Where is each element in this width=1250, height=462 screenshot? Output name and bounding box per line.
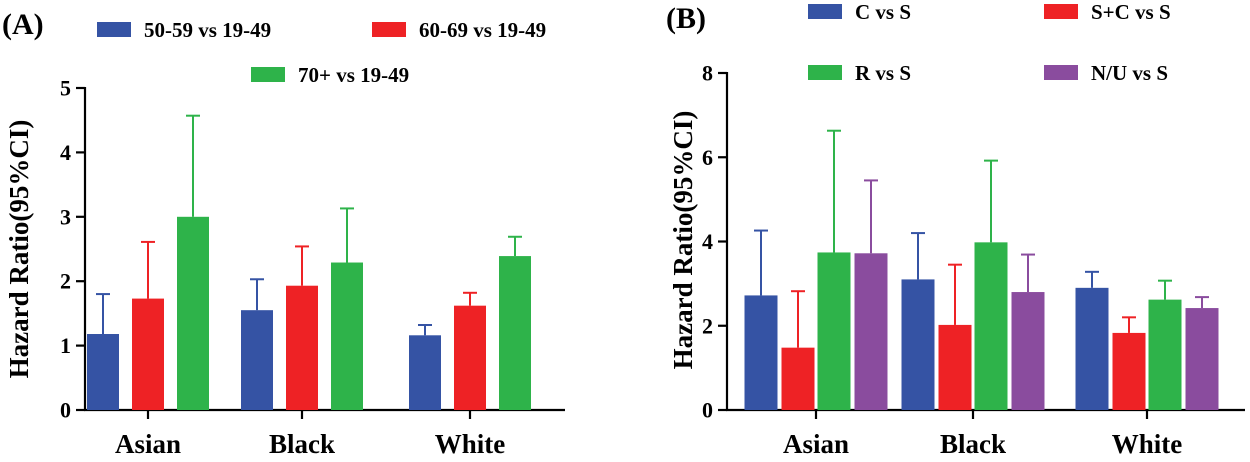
legend-label-b-4: N/U vs S: [1091, 61, 1168, 85]
legend-label-a-3: 70+ vs 19-49: [298, 63, 409, 87]
y-axis-label-a: Hazard Ratio(95%CI): [4, 120, 34, 379]
y-tick-label-a-2: 2: [60, 269, 71, 294]
y-tick-label-b-2: 2: [702, 313, 713, 338]
legend-swatch-a-3: [251, 67, 285, 82]
bar-b-s2-white: [1112, 332, 1146, 410]
y-tick-label-b-6: 6: [702, 145, 713, 170]
x-category-label-a-asian: Asian: [115, 429, 181, 459]
y-tick-label-a-4: 4: [60, 140, 71, 165]
bar-b-s2-asian: [781, 347, 815, 410]
bar-a-s1-white: [409, 335, 441, 410]
bar-a-s1-asian: [87, 334, 119, 410]
bar-a-s3-black: [331, 262, 363, 410]
bar-b-s3-white: [1148, 299, 1182, 410]
bar-b-s4-white: [1185, 308, 1219, 410]
bar-b-s3-asian: [817, 252, 851, 410]
y-axis-label-b: Hazard Ratio(95%CI): [668, 111, 698, 370]
bar-b-s4-asian: [854, 253, 888, 410]
bar-a-s2-asian: [132, 298, 164, 410]
x-category-label-b-asian: Asian: [783, 429, 849, 459]
bar-b-s1-black: [901, 279, 935, 410]
bar-a-s2-white: [454, 305, 486, 410]
legend-swatch-b-1: [808, 4, 842, 19]
legend-swatch-a-2: [372, 22, 406, 37]
y-tick-label-b-8: 8: [702, 61, 713, 86]
x-category-label-a-white: White: [435, 429, 506, 459]
chart-panel-b: (B) C vs S S+C vs S R vs S N/U vs S Hazard Ra…: [666, 0, 1245, 459]
legend-swatch-a-1: [97, 22, 131, 37]
legend-label-b-2: S+C vs S: [1091, 0, 1171, 24]
bar-b-s2-black: [938, 324, 972, 410]
y-tick-label-a-5: 5: [60, 76, 71, 101]
bar-a-s1-black: [241, 310, 273, 410]
x-category-label-a-black: Black: [269, 429, 335, 459]
legend-swatch-b-2: [1044, 4, 1078, 19]
bar-a-s3-white: [499, 256, 531, 410]
y-tick-label-a-1: 1: [60, 333, 71, 358]
x-category-label-b-white: White: [1112, 429, 1183, 459]
y-tick-label-a-3: 3: [60, 204, 71, 229]
chart-panel-a: (A) 50-59 vs 19-49 60-69 vs 19-49 70+ vs 19…: [2, 8, 565, 459]
legend-label-a-1: 50-59 vs 19-49: [144, 18, 271, 42]
bar-a-s3-asian: [177, 216, 209, 410]
bar-b-s1-asian: [744, 295, 778, 410]
legend-label-b-1: C vs S: [855, 0, 911, 24]
x-category-label-b-black: Black: [940, 429, 1006, 459]
y-tick-label-a-0: 0: [60, 398, 71, 423]
bar-b-s1-white: [1075, 287, 1109, 410]
legend-label-a-2: 60-69 vs 19-49: [419, 18, 546, 42]
legend-label-b-3: R vs S: [855, 61, 911, 85]
panel-label-a: (A): [2, 8, 44, 41]
bar-b-s4-black: [1011, 292, 1045, 410]
legend-swatch-b-4: [1044, 65, 1078, 80]
legend-swatch-b-3: [808, 65, 842, 80]
bar-b-s3-black: [974, 242, 1008, 410]
panel-label-b: (B): [666, 2, 706, 35]
y-tick-label-b-4: 4: [702, 229, 713, 254]
y-tick-label-b-0: 0: [702, 398, 713, 423]
bar-a-s2-black: [286, 285, 318, 410]
